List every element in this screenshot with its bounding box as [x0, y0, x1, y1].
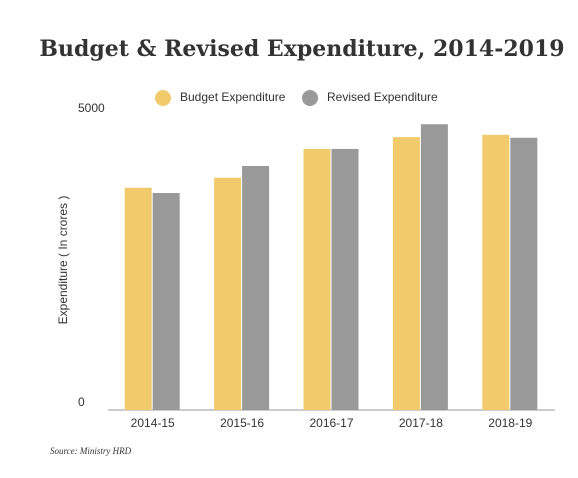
legend-marker — [155, 90, 171, 106]
bar — [331, 148, 359, 411]
y-tick-label: 5000 — [78, 101, 105, 115]
bar — [152, 193, 180, 410]
chart-title: Budget & Revised Expenditure, 2014-2019 — [39, 36, 564, 62]
bar — [303, 148, 331, 411]
bar — [242, 165, 270, 410]
x-tick-label: 2018-19 — [488, 416, 532, 430]
x-tick-label: 2015-16 — [220, 416, 264, 430]
bar — [214, 177, 242, 410]
x-tick-label: 2014-15 — [131, 416, 175, 430]
bar — [392, 137, 420, 410]
y-axis-label: Expenditure ( In crores ) — [56, 196, 70, 325]
bar — [482, 134, 510, 411]
bar — [420, 124, 448, 411]
x-tick-label: 2016-17 — [309, 416, 353, 430]
source-note: Source: Ministry HRD — [50, 446, 132, 456]
y-tick-label: 0 — [78, 395, 85, 409]
legend-marker — [302, 90, 318, 106]
bar — [124, 187, 152, 410]
x-tick-label: 2017-18 — [399, 416, 443, 430]
legend-label: Budget Expenditure — [180, 90, 286, 104]
bar — [510, 137, 538, 411]
legend-label: Revised Expenditure — [327, 90, 438, 104]
